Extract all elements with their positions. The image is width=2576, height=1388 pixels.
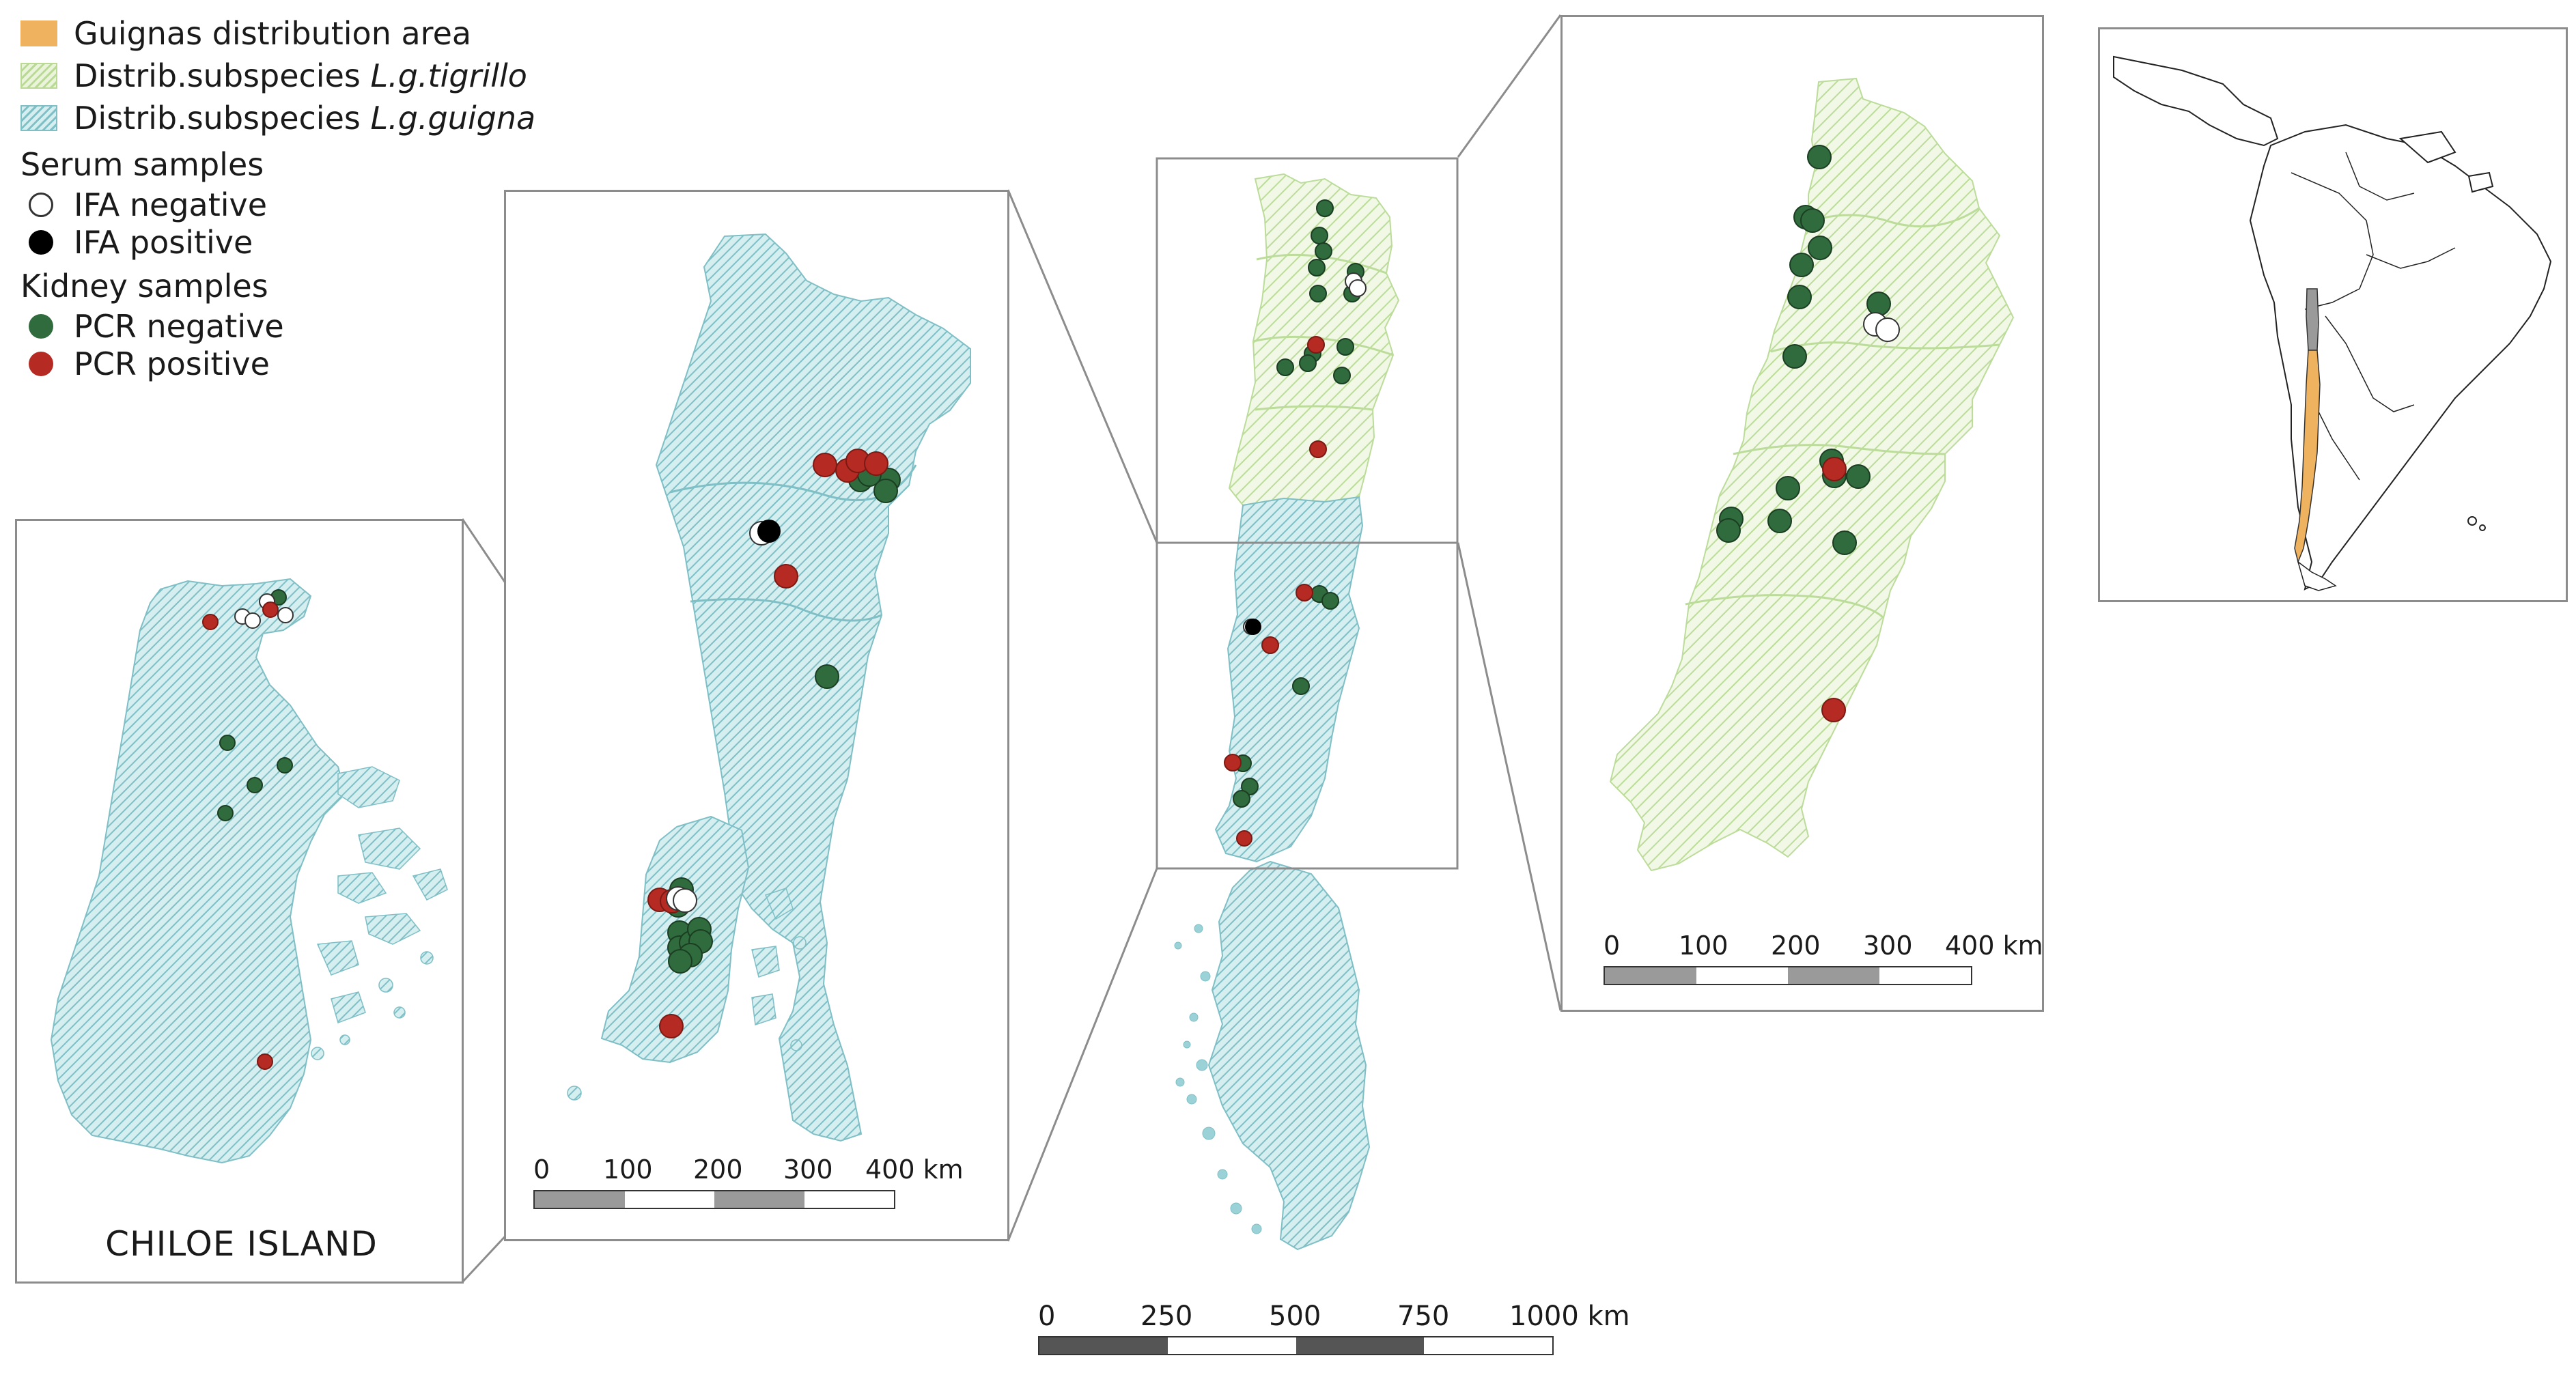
scale-tick: 300 xyxy=(1863,931,1913,961)
scale-tick: 0 xyxy=(1604,931,1621,961)
chile-north-shape xyxy=(2306,288,2319,351)
green-hatch-swatch-icon xyxy=(20,63,57,89)
scale-bar-main-segments xyxy=(1038,1336,1554,1355)
legend-pcr-negative-row: PCR negative xyxy=(20,307,535,345)
scale-tick: 1000 km xyxy=(1509,1301,1630,1332)
scale-tick: 0 xyxy=(1038,1301,1056,1332)
legend-tigrillo-prefix: Distrib.subspecies xyxy=(74,57,371,94)
scale-tick: 400 km xyxy=(865,1155,964,1185)
blue-hatch-swatch-icon xyxy=(20,105,57,131)
south-america-locator xyxy=(2098,27,2568,602)
scale-tick: 250 xyxy=(1140,1301,1193,1332)
legend-area-row: Guignas distribution area xyxy=(20,12,535,55)
guigna-extent-box xyxy=(1156,541,1459,870)
scale-tick: 300 xyxy=(783,1155,833,1185)
legend-pcr-positive-row: PCR positive xyxy=(20,345,535,382)
scale-tick: 500 xyxy=(1269,1301,1321,1332)
scale-bar-right: 0 100 200 300 400 km xyxy=(1604,931,2043,985)
legend-ifa-negative-label: IFA negative xyxy=(74,186,268,223)
legend-ifa-positive-row: IFA positive xyxy=(20,223,535,261)
scale-tick: 0 xyxy=(533,1155,550,1185)
orange-swatch-icon xyxy=(20,20,57,46)
scale-tick: 100 xyxy=(603,1155,653,1185)
scale-bar-right-segments xyxy=(1604,966,1972,985)
chiloe-island-title: CHILOE ISLAND xyxy=(105,1224,378,1264)
legend-tigrillo-species: L.g.tigrillo xyxy=(370,57,527,94)
chiloe-panel: CHILOE ISLAND xyxy=(15,519,464,1284)
tigrillo-detail-map xyxy=(1609,77,2015,872)
legend-serum-header: Serum samples xyxy=(20,146,264,183)
south-america-map xyxy=(2113,55,2552,591)
central-america-shape xyxy=(2113,55,2279,147)
legend-pcr-positive-label: PCR positive xyxy=(74,345,270,382)
scale-bar-left: 0 100 200 300 400 km xyxy=(533,1155,964,1209)
white-circle-icon xyxy=(29,192,53,217)
black-circle-icon xyxy=(29,229,53,255)
legend-guigna-row: Distrib.subspecies L.g.guigna xyxy=(20,97,535,139)
legend-ifa-positive-label: IFA positive xyxy=(74,223,253,261)
scale-bar-left-segments xyxy=(533,1190,895,1209)
legend-pcr-negative-label: PCR negative xyxy=(74,307,284,345)
legend-guigna-species: L.g.guigna xyxy=(370,100,536,137)
guigna-detail-map xyxy=(567,233,971,1142)
ifa-positive-marker xyxy=(1245,619,1261,635)
legend-guigna-prefix: Distrib.subspecies xyxy=(74,100,371,137)
legend-area-label: Guignas distribution area xyxy=(74,15,472,52)
map-legend: Guignas distribution area Distrib.subspe… xyxy=(20,12,535,382)
green-circle-icon xyxy=(29,313,53,339)
chiloe-island-map xyxy=(50,578,448,1164)
red-circle-icon xyxy=(29,351,53,376)
scale-ticks-left: 0 100 200 300 400 km xyxy=(533,1155,964,1190)
ifa-positive-marker xyxy=(757,520,781,543)
scale-tick: 200 xyxy=(693,1155,743,1185)
patagonia-shape xyxy=(1207,860,1371,1251)
legend-tigrillo-row: Distrib.subspecies L.g.tigrillo xyxy=(20,55,535,97)
scale-bar-main: 0 250 500 750 1000 km xyxy=(1038,1301,1630,1355)
scale-tick: 750 xyxy=(1397,1301,1450,1332)
scale-ticks-main: 0 250 500 750 1000 km xyxy=(1038,1301,1630,1336)
guigna-detail-panel: 0 100 200 300 400 km xyxy=(504,190,1009,1241)
tigrillo-detail-panel: 0 100 200 300 400 km xyxy=(1560,15,2044,1012)
south-america-shape xyxy=(2249,124,2552,591)
scale-tick: 400 km xyxy=(1945,931,2043,961)
legend-kidney-header: Kidney samples xyxy=(20,268,268,304)
chile-guigna-range-shape xyxy=(2294,350,2321,564)
scale-tick: 100 xyxy=(1679,931,1728,961)
scale-tick: 200 xyxy=(1771,931,1821,961)
legend-ifa-negative-row: IFA negative xyxy=(20,186,535,223)
scale-ticks-right: 0 100 200 300 400 km xyxy=(1604,931,2043,966)
